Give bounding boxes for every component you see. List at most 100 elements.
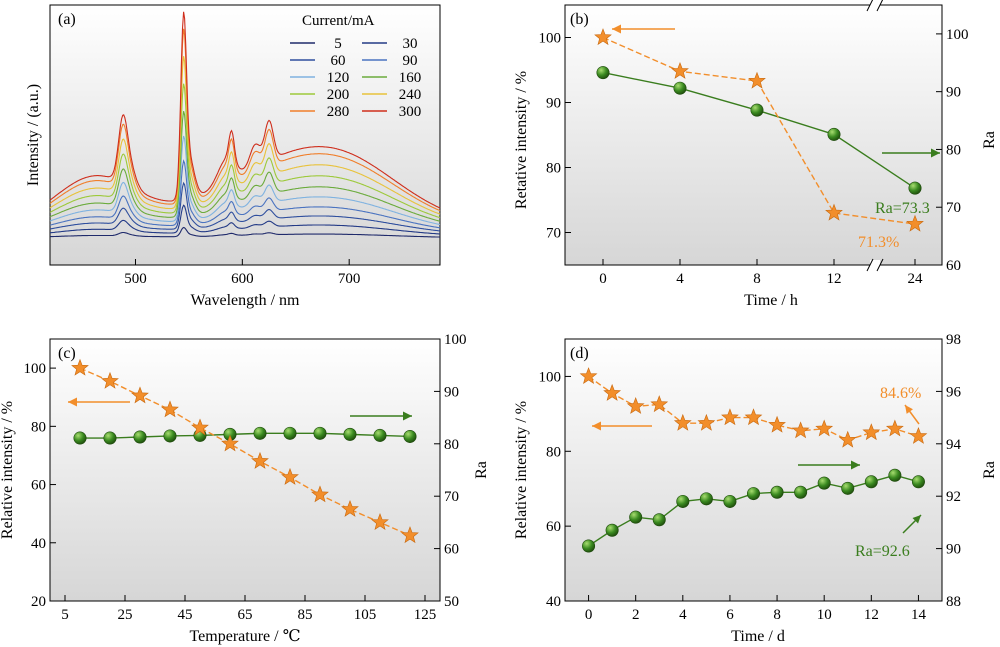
panel-c-x-tick-label: 85 (298, 607, 313, 623)
panel-a-legend: 5 30 60 90 120 160 200 240 280 300 (290, 36, 421, 120)
panel-b-break-mark-top (876, 0, 884, 12)
panel-c-ra-point (73, 431, 87, 445)
panel-d-y2-tick-label: 96 (946, 384, 962, 400)
panel-b-intensity-line (602, 36, 916, 225)
panel-d-intensity-point (791, 421, 810, 439)
panel-d-ra-point (582, 539, 596, 553)
panel-d-intensity-point (721, 408, 739, 426)
panel-c-y2-tick-label: 60 (444, 542, 459, 558)
panel-b-ra-point (673, 81, 687, 95)
panel-b-intensity-point (906, 214, 924, 232)
panel-d-ra-point (817, 476, 831, 490)
panel-c-background (49, 338, 441, 602)
panel-b-ra-annotation: Ra=73.3 (875, 200, 930, 217)
panel-d-x-tick-label: 14 (911, 607, 927, 623)
panel-c-left-arrow (68, 397, 130, 407)
panel-b-ra-point (908, 181, 922, 195)
panel-b-break-mark-bottom (876, 258, 884, 272)
panel-c-x-tick-label: 105 (354, 607, 377, 623)
panel-b-x-tick-label: 12 (827, 271, 842, 287)
panel-d-left-arrow (592, 421, 652, 431)
panel-d-right-arrow (798, 460, 860, 470)
panel-b-break-gap-top (870, 0, 880, 10)
legend-label-300: 300 (399, 104, 422, 120)
panel-d-intensity-point (815, 419, 834, 437)
panel-c-ra-point (163, 429, 177, 443)
panel-a-x-tick-label: 500 (124, 271, 147, 287)
panel-c-ra-point (133, 430, 147, 444)
panel-a-x-tick-label: 600 (231, 271, 254, 287)
panel-c-ra-point (103, 431, 117, 445)
panel-c-ra-point (283, 426, 297, 440)
panel-b-y-tick-label: 80 (546, 161, 561, 177)
panel-b-y2-tick-label: 80 (946, 142, 961, 158)
panel-c-y-tick-label: 80 (31, 419, 46, 435)
panel-d-y2-tick-label: 98 (946, 332, 961, 348)
panel-d-ra-point (652, 513, 666, 527)
panel-b-intensity-point (825, 203, 843, 221)
panel-d-ra-point (770, 485, 784, 499)
panel-c-y2-tick-label: 90 (444, 384, 459, 400)
panel-c-intensity-point (311, 485, 329, 503)
panel-c-intensity-point (161, 400, 179, 418)
panel-d-x-tick-label: 8 (773, 607, 781, 623)
panel-b-break-gap-bottom (870, 260, 880, 270)
panel-c-x-tick-label: 25 (118, 607, 133, 623)
panel-d-right-arrow-head (851, 460, 860, 470)
panel-d-ra-point (676, 494, 690, 508)
panel-d-ra-point (629, 510, 643, 524)
panel-b-y-tick-label: 100 (539, 31, 562, 47)
panel-d-background (564, 338, 943, 602)
spectrum-line-300 (49, 11, 441, 209)
panel-c-y-label: Relative intensity / % (0, 401, 16, 539)
panel-b-left-arrow (612, 24, 675, 34)
panel-d-intensity-point (673, 413, 692, 431)
panel-c-plot: 20 40 60 80 100 50 60 70 80 90 100 5 25 45 65 85 105 125 (24, 332, 467, 623)
panel-c-x-tick-label: 65 (238, 607, 253, 623)
legend-label-120: 120 (327, 70, 350, 86)
panel-d-x-tick-label: 12 (864, 607, 879, 623)
spectrum-line-280 (49, 28, 441, 212)
panel-d-intensity-point (697, 413, 716, 431)
panel-b-intensity-point (594, 28, 612, 46)
panel-a-x-ticks: 500 600 700 (124, 259, 360, 287)
panel-b-y2-tick-label: 60 (946, 258, 961, 274)
panel-c-ra-point (313, 426, 327, 440)
spectrum-line-90 (49, 159, 441, 229)
panel-d-ra-point (746, 487, 760, 501)
panel-d-ra-point (723, 494, 737, 508)
legend-label-30: 30 (403, 36, 418, 52)
panel-d-intensity-point (862, 423, 881, 441)
panel-d-ra-point (911, 475, 925, 489)
panel-d-ra-point (699, 492, 713, 506)
panel-d-intensity-point (909, 426, 928, 444)
legend-label-200: 200 (327, 87, 350, 103)
panel-b-x-tick-label: 24 (908, 271, 924, 287)
panel-d-y2-tick-label: 90 (946, 542, 961, 558)
panel-c-y-tick-label: 40 (31, 536, 46, 552)
panel-c-x-tick-label: 125 (414, 607, 437, 623)
panel-d-ra-annotation: Ra=92.6 (855, 543, 910, 560)
panel-b-break-mark-bottom (866, 258, 874, 272)
panel-c-intensity-point (71, 358, 89, 376)
panel-b-label: (b) (570, 11, 589, 28)
panel-d-x-tick-label: 10 (817, 607, 832, 623)
panel-c-intensity-line (79, 367, 411, 537)
panel-d-intensity-point (838, 430, 857, 448)
panel-d-y-label: Relative intensity / % (513, 401, 530, 539)
panel-a-y-label: Intensity / (a.u.) (25, 84, 42, 186)
panel-c-ra-point (253, 426, 267, 440)
panel-d-plot: 40 60 80 100 88 90 92 94 96 98 0 2 4 6 8 10 12 14 (539, 332, 962, 623)
panel-d-ra-arrow (902, 514, 922, 534)
panel-a-background (49, 4, 441, 266)
panel-d-intensity-point (603, 383, 622, 401)
panel-d-pct-annotation: 84.6% (880, 385, 921, 402)
panel-d-intensity-point (579, 367, 598, 384)
panel-a-x-label: Wavelength / nm (191, 292, 300, 309)
panel-c-y2-tick-label: 80 (444, 437, 459, 453)
panel-c-x-tick-label: 5 (61, 607, 69, 623)
panel-b-x-tick-label: 4 (676, 271, 684, 287)
panel-b-pct-annotation: 71.3% (858, 234, 899, 251)
